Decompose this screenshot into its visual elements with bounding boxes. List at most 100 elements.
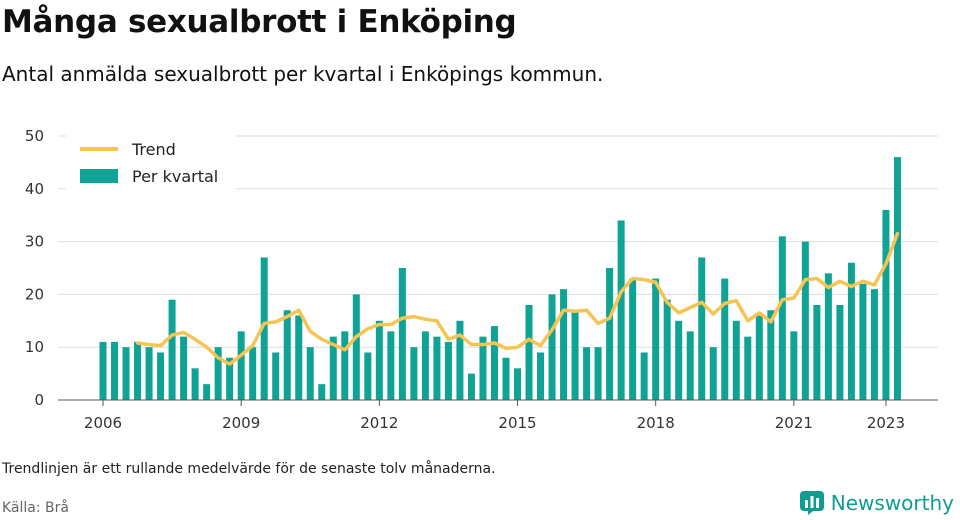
bar — [134, 341, 142, 400]
bar — [594, 347, 602, 400]
bar — [847, 262, 855, 400]
bar — [398, 268, 406, 400]
y-tick-label: 50 — [25, 127, 44, 145]
bar — [467, 373, 475, 400]
bar — [675, 320, 683, 400]
bar — [663, 299, 671, 400]
bar — [456, 320, 464, 400]
x-tick-label: 2009 — [222, 414, 260, 432]
y-tick-label: 0 — [34, 391, 44, 409]
bar — [226, 357, 234, 400]
bar — [721, 278, 729, 400]
bar — [652, 278, 660, 400]
bar — [732, 320, 740, 400]
bar — [537, 352, 545, 400]
x-tick-label: 2015 — [498, 414, 536, 432]
bar — [306, 347, 314, 400]
bar — [813, 304, 821, 400]
bar — [778, 236, 786, 400]
bar — [882, 209, 890, 400]
source-label: Källa: Brå — [2, 500, 69, 516]
bar — [352, 294, 360, 400]
bar — [709, 347, 717, 400]
trend-line — [135, 231, 900, 366]
bar — [375, 320, 383, 400]
bar — [767, 310, 775, 400]
bar — [801, 241, 809, 400]
bar — [99, 341, 107, 400]
bar — [260, 257, 268, 400]
brand-name: Newsworthy — [830, 491, 954, 515]
bar — [560, 289, 568, 400]
x-tick-label: 2012 — [360, 414, 398, 432]
bar — [272, 352, 280, 400]
bar — [444, 341, 452, 400]
x-tick-labels: 2006 2009 2012 2015 2018 2021 2023 — [84, 400, 905, 432]
bar — [122, 347, 130, 400]
bar — [870, 289, 878, 400]
newsworthy-logo-icon — [799, 491, 824, 515]
bar — [571, 310, 579, 400]
x-tick-label: 2021 — [775, 414, 813, 432]
x-tick-label: 2023 — [867, 414, 905, 432]
bar — [744, 336, 752, 400]
bar — [329, 336, 337, 400]
bar — [686, 331, 694, 400]
trend-series — [135, 231, 900, 366]
bar — [583, 347, 591, 400]
x-tick-label: 2006 — [84, 414, 122, 432]
bar — [180, 336, 188, 400]
bar — [145, 347, 153, 400]
bar — [410, 347, 418, 400]
bar — [157, 352, 165, 400]
legend-background — [66, 130, 236, 194]
bar-line-chart: 0 10 20 30 40 50 2006 2009 2012 2015 2018 2021 2023… — [25, 127, 938, 432]
y-tick-label: 30 — [25, 233, 44, 251]
y-tick-label: 10 — [25, 338, 44, 356]
bar — [790, 331, 798, 400]
y-tick-label: 20 — [25, 285, 44, 303]
bar — [859, 283, 867, 400]
footnote: Trendlinjen är ett rullande medelvärde f… — [2, 461, 496, 477]
chart-subtitle: Antal anmälda sexualbrott per kvartal i … — [2, 62, 604, 86]
brand-logo: Newsworthy — [799, 490, 954, 516]
bar — [237, 331, 245, 400]
bar — [295, 315, 303, 400]
bar — [421, 331, 429, 400]
bar — [433, 336, 441, 400]
bar — [606, 268, 614, 400]
bar — [490, 326, 498, 400]
bar — [364, 352, 372, 400]
bar — [203, 384, 211, 400]
bar — [168, 299, 176, 400]
bar — [698, 257, 706, 400]
bar — [525, 304, 533, 400]
bar — [514, 368, 521, 400]
legend-trend-label: Trend — [131, 140, 176, 159]
bar — [479, 336, 487, 400]
bar — [755, 315, 763, 400]
bar — [836, 304, 844, 400]
bar — [629, 278, 637, 400]
bar — [548, 294, 556, 400]
bar — [640, 352, 648, 400]
bar-series — [99, 157, 901, 400]
bar — [617, 220, 625, 400]
bar — [502, 357, 510, 400]
chart-title: Många sexualbrott i Enköping — [2, 4, 517, 40]
bar — [318, 384, 326, 400]
legend: Trend Per kvartal — [66, 130, 236, 194]
bar — [191, 368, 199, 400]
bar — [249, 347, 257, 400]
bar — [283, 310, 291, 400]
y-tick-labels: 0 10 20 30 40 50 — [25, 127, 44, 409]
legend-bar-swatch — [80, 169, 118, 183]
bar — [893, 157, 901, 400]
bar — [387, 331, 395, 400]
x-tick-label: 2018 — [637, 414, 675, 432]
bar — [111, 341, 119, 400]
bar — [341, 331, 349, 400]
bar — [214, 347, 222, 400]
legend-bar-label: Per kvartal — [132, 167, 218, 186]
y-tick-label: 40 — [25, 180, 44, 198]
